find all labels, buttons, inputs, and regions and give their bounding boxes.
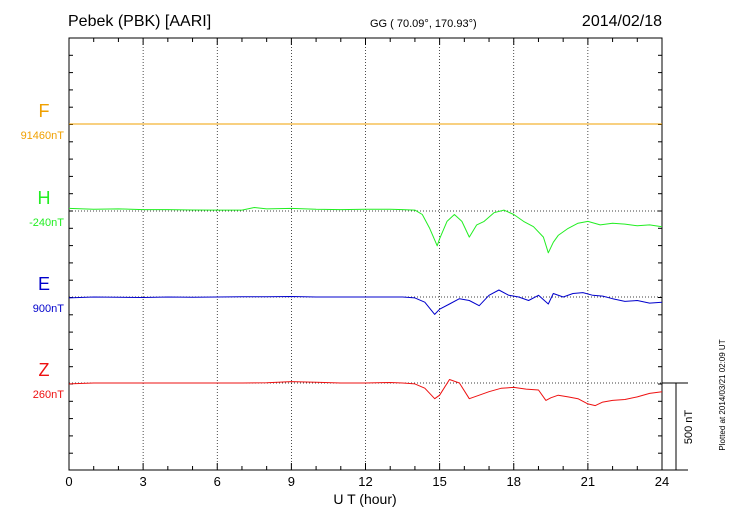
series-name-F: F — [39, 101, 50, 121]
date-label: 2014/02/18 — [582, 13, 662, 30]
grid-lines — [69, 38, 662, 470]
x-tick-label-18: 18 — [507, 474, 521, 489]
trace-Z — [68, 379, 663, 407]
plotted-timestamp: Plotted at 2014/03/21 02:09 UT — [718, 339, 727, 450]
coordinates-label: GG ( 70.09°, 170.93°) — [370, 18, 477, 30]
series-baseline-E: 900nT — [33, 303, 64, 315]
trace-H — [68, 207, 663, 254]
x-tick-label-0: 0 — [65, 474, 72, 489]
trace-E — [68, 289, 663, 315]
x-tick-label-21: 21 — [581, 474, 595, 489]
station-title: Pebek (PBK) [AARI] — [68, 13, 211, 30]
series-baseline-F: 91460nT — [21, 130, 65, 142]
x-tick-label-6: 6 — [214, 474, 221, 489]
series-name-E: E — [38, 274, 50, 294]
x-axis-ticks: 0 3 6 9 12 15 18 21 24 — [65, 474, 669, 489]
x-axis-label: U T (hour) — [333, 491, 396, 507]
x-tick-label-12: 12 — [358, 474, 372, 489]
traces: F 91460nT H -240nT E 900nT Z 260nT — [21, 101, 663, 407]
x-tick-label-3: 3 — [140, 474, 147, 489]
series-name-Z: Z — [39, 360, 50, 380]
plot-frame — [68, 37, 663, 471]
scale-bar-label: 500 nT — [683, 410, 695, 445]
x-tick-label-9: 9 — [288, 474, 295, 489]
x-tick-label-24: 24 — [655, 474, 669, 489]
series-name-H: H — [38, 188, 51, 208]
series-baseline-Z: 260nT — [33, 389, 64, 401]
series-baseline-H: -240nT — [29, 217, 64, 229]
x-tick-label-15: 15 — [432, 474, 446, 489]
scale-bar: 500 nT — [662, 382, 695, 471]
